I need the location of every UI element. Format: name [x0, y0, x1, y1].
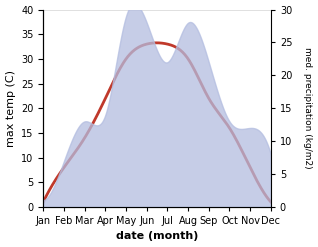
Y-axis label: med. precipitation (kg/m2): med. precipitation (kg/m2): [303, 47, 313, 169]
X-axis label: date (month): date (month): [116, 231, 198, 242]
Y-axis label: max temp (C): max temp (C): [5, 70, 16, 147]
